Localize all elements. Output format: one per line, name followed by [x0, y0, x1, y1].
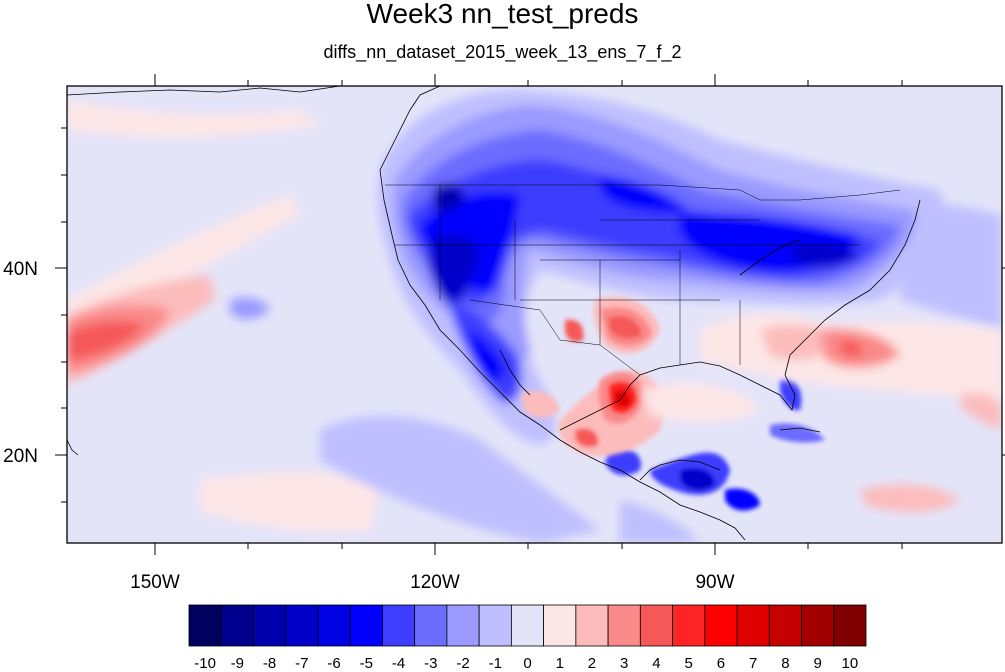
x-tick-label-90w: 90W	[695, 572, 734, 593]
colorbar-swatch	[510, 604, 545, 647]
colorbar-label: 3	[620, 655, 628, 672]
colorbar-swatch	[478, 604, 512, 647]
colorbar-label: 6	[717, 655, 725, 672]
y-tick-label-40n: 40N	[3, 259, 38, 280]
colorbar-swatch	[446, 604, 480, 647]
pacific-positive-band	[67, 100, 380, 532]
central-america-negative	[605, 379, 825, 511]
colorbar-label: -1	[489, 655, 502, 672]
colorbar-swatch	[768, 604, 802, 647]
colorbar-label: -10	[194, 655, 216, 672]
colorbar-label: -7	[295, 655, 308, 672]
colorbar-label: 1	[556, 655, 564, 672]
colorbar-label: 9	[813, 655, 821, 672]
colorbar-swatch	[801, 604, 835, 647]
colorbar-label: -4	[392, 655, 405, 672]
colorbar-swatch	[672, 604, 706, 647]
figure-title: Week3 nn_test_preds	[366, 0, 639, 29]
colorbar-label: 7	[749, 655, 757, 672]
colorbar-label: -3	[424, 655, 437, 672]
colorbar-label: 8	[781, 655, 789, 672]
colorbar-swatch	[349, 604, 383, 647]
coastlines	[67, 86, 921, 541]
colorbar-swatch	[285, 604, 319, 647]
colorbar: -10 -9 -8 -7 -6 -5 -4 -3 -2 -1 0 1 2 3 4 5 6 7 8 9 10	[188, 604, 867, 672]
colorbar-label: 4	[652, 655, 660, 672]
colorbar-label: -2	[456, 655, 469, 672]
colorbar-label: -5	[360, 655, 373, 672]
x-tick-label-120w: 120W	[410, 572, 460, 593]
colorbar-label: -6	[327, 655, 340, 672]
colorbar-swatch	[639, 604, 673, 647]
colorbar-label: -9	[231, 655, 244, 672]
colorbar-swatch	[833, 604, 867, 647]
north-america-negative	[378, 90, 942, 445]
political-borders	[385, 184, 901, 376]
colorbar-swatch	[317, 604, 351, 647]
atlantic-positive	[640, 314, 1002, 512]
colorbar-label: 2	[588, 655, 596, 672]
colorbar-swatch	[382, 604, 416, 647]
colorbar-swatch	[188, 604, 222, 647]
colorbar-label: -8	[263, 655, 276, 672]
colorbar-swatch	[414, 604, 448, 647]
y-tick-label-20n: 20N	[3, 446, 38, 467]
figure-subtitle: diffs_nn_dataset_2015_week_13_ens_7_f_2	[323, 42, 682, 62]
colorbar-swatch	[704, 604, 738, 647]
colorbar-swatch	[543, 604, 577, 647]
contour-field	[67, 86, 1002, 543]
colorbar-swatch	[736, 604, 770, 647]
x-tick-label-150w: 150W	[130, 572, 180, 593]
colorbar-swatch	[575, 604, 609, 647]
colorbar-swatch	[607, 604, 641, 647]
colorbar-label: 10	[842, 655, 859, 672]
colorbar-label: 5	[685, 655, 693, 672]
colorbar-swatch	[220, 604, 254, 647]
colorbar-swatch	[253, 604, 287, 647]
colorbar-label: 0	[523, 655, 531, 672]
